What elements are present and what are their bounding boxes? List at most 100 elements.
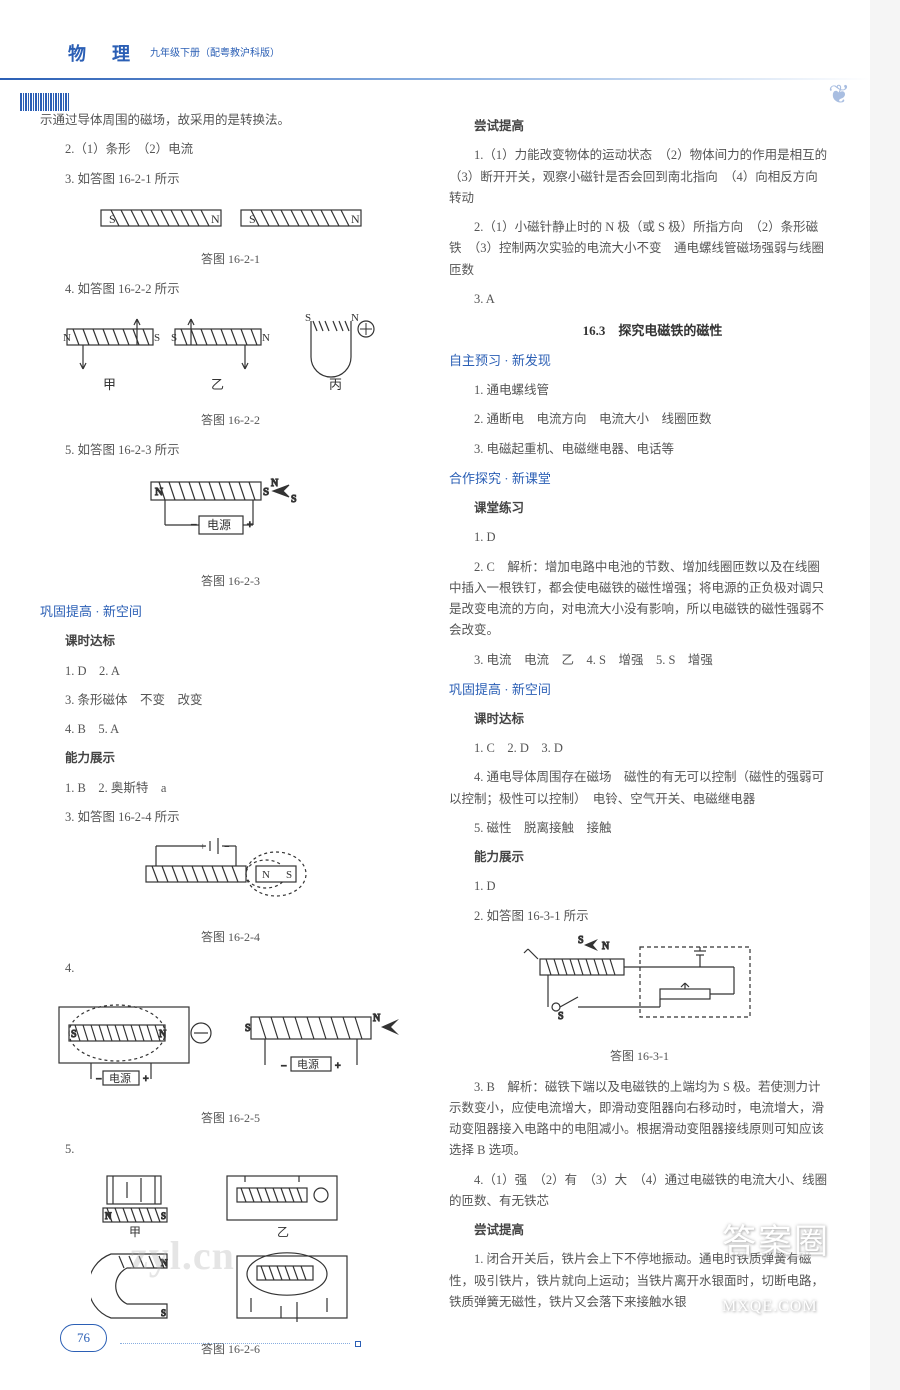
- barcode-icon: [20, 93, 69, 111]
- svg-text:S: S: [161, 1308, 166, 1318]
- text: 1. D: [449, 527, 830, 548]
- svg-text:N: N: [271, 478, 278, 489]
- svg-text:S: S: [171, 332, 177, 344]
- figure-16-2-2: N S S N S N 甲 乙 丙: [40, 309, 421, 406]
- svg-text:−: −: [191, 520, 197, 531]
- svg-text:S: S: [263, 486, 269, 498]
- subheading: 尝试提高: [474, 1220, 830, 1241]
- svg-text:电源: 电源: [207, 518, 231, 532]
- text: 1. D: [449, 876, 830, 897]
- caption: 答图 16-2-3: [40, 571, 421, 591]
- footer-dots: [120, 1343, 350, 1344]
- subheading: 课时达标: [65, 631, 421, 652]
- svg-text:+: +: [247, 520, 253, 531]
- svg-text:N: N: [351, 212, 360, 226]
- caption: 答图 16-2-1: [40, 249, 421, 269]
- section-heading: 巩固提高 · 新空间: [40, 601, 421, 623]
- text: 4. 如答图 16-2-2 所示: [40, 279, 421, 300]
- svg-text:N: N: [159, 1029, 166, 1040]
- text: 4. 通电导体周围存在磁场 磁性的有无可以控制（磁性的强弱可以控制；极性可以控制…: [449, 767, 830, 810]
- svg-text:S: S: [305, 312, 311, 324]
- text: 3. 电磁起重机、电磁继电器、电话等: [449, 439, 830, 460]
- svg-text:乙: 乙: [211, 377, 224, 392]
- svg-text:N: N: [351, 312, 359, 324]
- subheading: 尝试提高: [474, 116, 830, 137]
- svg-text:N: N: [161, 1258, 168, 1268]
- text: 4. B 5. A: [40, 719, 421, 740]
- svg-text:N: N: [262, 869, 270, 881]
- caption: 答图 16-2-2: [40, 410, 421, 430]
- text: 示通过导体周围的磁场，故采用的是转换法。: [40, 110, 421, 131]
- text: 5.: [40, 1139, 421, 1160]
- svg-text:N: N: [211, 212, 220, 226]
- header-subtitle: 九年级下册（配粤教沪科版）: [150, 45, 280, 62]
- section-heading: 合作探究 · 新课堂: [449, 468, 830, 490]
- content: 示通过导体周围的磁场，故采用的是转换法。 2.（1）条形 （2）电流 3. 如答…: [40, 110, 830, 1369]
- subheading: 能力展示: [65, 748, 421, 769]
- right-column: 尝试提高 1.（1）力能改变物体的运动状态 （2）物体间力的作用是相互的 （3）…: [449, 110, 830, 1369]
- svg-text:S: S: [291, 494, 297, 505]
- svg-text:−: −: [224, 842, 230, 853]
- caption: 答图 16-3-1: [449, 1046, 830, 1066]
- text: 1.（1）力能改变物体的运动状态 （2）物体间力的作用是相互的 （3）断开开关，…: [449, 145, 830, 209]
- svg-text:+: +: [143, 1074, 149, 1085]
- footer-square-icon: [355, 1341, 361, 1347]
- svg-text:−: −: [281, 1061, 287, 1072]
- svg-text:S: S: [249, 212, 256, 226]
- svg-text:甲: 甲: [103, 377, 116, 392]
- svg-text:电源: 电源: [109, 1071, 131, 1085]
- svg-text:N: N: [373, 1013, 380, 1024]
- figure-16-2-4: + − N S: [40, 836, 421, 923]
- text: 3. 如答图 16-2-1 所示: [40, 169, 421, 190]
- figure-16-2-6: NS NS: [40, 1168, 421, 1335]
- left-column: 示通过导体周围的磁场，故采用的是转换法。 2.（1）条形 （2）电流 3. 如答…: [40, 110, 421, 1369]
- page: 物 理 九年级下册（配粤教沪科版） ❦ 示通过导体周围的磁场，故采用的是转换法。…: [0, 0, 870, 1390]
- svg-text:丙: 丙: [329, 377, 342, 392]
- text: 4.: [40, 958, 421, 979]
- text: 5. 如答图 16-2-3 所示: [40, 440, 421, 461]
- text: 5. 磁性 脱离接触 接触: [449, 818, 830, 839]
- figure-16-3-1: S N: [449, 935, 830, 1042]
- header: 物 理 九年级下册（配粤教沪科版） ❦: [0, 35, 870, 75]
- svg-text:S: S: [245, 1023, 251, 1034]
- text: 2.（1）条形 （2）电流: [40, 139, 421, 160]
- text: 1. 通电螺线管: [449, 380, 830, 401]
- text: 1. 闭合开关后，铁片会上下不停地振动。通电时铁质弹簧有磁性，吸引铁片，铁片就向…: [449, 1249, 830, 1313]
- text: 3. A: [449, 289, 830, 310]
- svg-text:甲: 甲: [129, 1225, 141, 1239]
- header-rule: [0, 78, 870, 80]
- figure-16-2-1: S N S N: [40, 198, 421, 245]
- svg-text:N: N: [602, 941, 609, 952]
- text: 3. 电流 电流 乙 4. S 增强 5. S 增强: [449, 650, 830, 671]
- svg-text:N: N: [105, 1211, 112, 1221]
- svg-text:S: S: [109, 212, 116, 226]
- text: 2. C 解析：增加电路中电池的节数、增加线圈匝数以及在线圈中插入一根铁钉，都会…: [449, 557, 830, 642]
- svg-text:S: S: [578, 935, 584, 946]
- svg-text:S: S: [154, 332, 160, 344]
- section-heading: 自主预习 · 新发现: [449, 350, 830, 372]
- page-number: 76: [60, 1324, 107, 1352]
- svg-text:+: +: [335, 1061, 341, 1072]
- text: 1. D 2. A: [40, 661, 421, 682]
- text: 4.（1）强 （2）有 （3）大 （4）通过电磁铁的电流大小、线圈的匝数、有无铁…: [449, 1170, 830, 1213]
- svg-text:N: N: [155, 486, 163, 498]
- subheading: 能力展示: [474, 847, 830, 868]
- svg-text:S: S: [71, 1029, 77, 1040]
- text: 3. 如答图 16-2-4 所示: [40, 807, 421, 828]
- caption: 答图 16-2-4: [40, 927, 421, 947]
- figure-16-2-3: N S N S − + 电源: [40, 470, 421, 567]
- text: 1. B 2. 奥斯特 a: [40, 778, 421, 799]
- svg-text:电源: 电源: [297, 1057, 319, 1071]
- svg-text:N: N: [262, 332, 270, 344]
- subheading: 课堂练习: [474, 498, 830, 519]
- svg-text:N: N: [63, 332, 71, 344]
- figure-16-2-5: S N −+ −+ S N 电: [40, 987, 421, 1104]
- text: 2. 通断电 电流方向 电流大小 线圈匝数: [449, 409, 830, 430]
- svg-text:+: +: [200, 842, 206, 853]
- text: 2. 如答图 16-3-1 所示: [449, 906, 830, 927]
- text: 2.（1）小磁针静止时的 N 极（或 S 极）所指方向 （2）条形磁铁 （3）控…: [449, 217, 830, 281]
- svg-text:−: −: [96, 1074, 102, 1085]
- section-title: 16.3 探究电磁铁的磁性: [449, 320, 830, 342]
- svg-text:S: S: [558, 1011, 564, 1022]
- svg-text:乙: 乙: [277, 1225, 289, 1239]
